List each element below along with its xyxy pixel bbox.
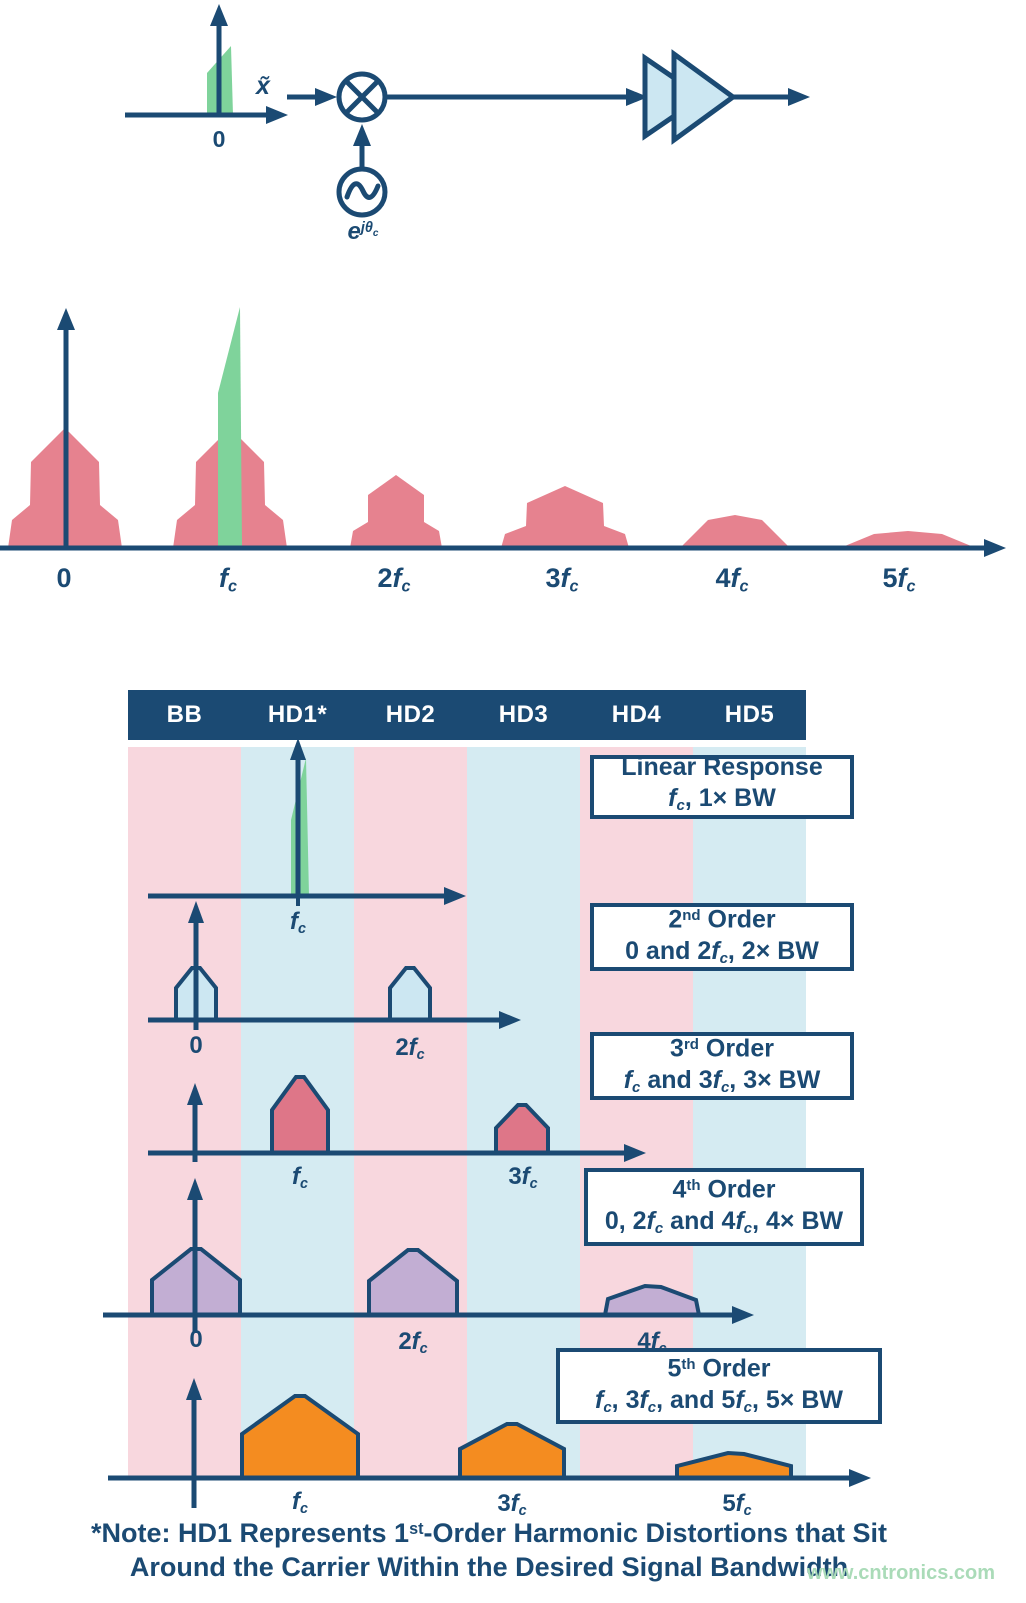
row4-tick-2fc: 2fc — [398, 1328, 428, 1358]
column-header-hd5: HD5 — [724, 701, 775, 728]
footnote: *Note: HD1 Represents 1st-Order Harmonic… — [0, 1512, 978, 1584]
output-arrowhead — [788, 88, 810, 106]
baseband-y-arrowhead — [210, 4, 228, 26]
row4-y-arrowhead — [187, 1178, 203, 1200]
row5-hump-3fc — [458, 1422, 566, 1480]
input-signal-label: x̃ — [256, 72, 270, 100]
row3-hump-fc — [270, 1075, 330, 1155]
footnote-line2: Around the Carrier Within the Desired Si… — [129, 1552, 849, 1583]
callout-2nd-line1: 2nd Order — [668, 905, 776, 934]
row3-x-arrowhead — [624, 1144, 646, 1162]
row3-tick-fc: fc — [291, 1163, 309, 1193]
amplifier-icon-front — [671, 49, 738, 145]
row5-tick-3fc: 3fc — [497, 1490, 527, 1520]
row2-y-arrowhead — [188, 901, 204, 923]
callout-4th-line2: 0, 2fc and 4fc, 4× BW — [604, 1206, 844, 1237]
amp-in-arrowhead — [626, 88, 648, 106]
spectrum-x-arrowhead — [984, 539, 1006, 557]
callout-5th-line1: 5th Order — [667, 1354, 771, 1383]
callout-linear-response: Linear Response fc, 1× BW — [590, 753, 854, 819]
footnote-line1: *Note: HD1 Represents 1st-Order Harmonic… — [90, 1518, 888, 1549]
row5-hump-fc — [240, 1394, 360, 1480]
column-header-hd3: HD3 — [498, 701, 549, 728]
row3-tick-3fc: 3fc — [508, 1163, 538, 1193]
baseband-zero-label: 0 — [212, 126, 226, 152]
spectrum-hump-5fc — [840, 531, 976, 548]
watermark: www.cntronics.com — [806, 1562, 995, 1584]
callout-5th-line2: fc, 3fc, and 5fc, 5× BW — [595, 1385, 843, 1416]
row5-x-arrowhead — [849, 1469, 871, 1487]
spectrum-tick-0: 0 — [56, 563, 72, 593]
row1-y-arrowhead — [290, 738, 306, 760]
spectrum-hump-3fc — [501, 486, 629, 548]
output-spectrum — [0, 307, 1006, 557]
column-header-bb: BB — [166, 701, 203, 728]
callout-3rd-order: 3rd Order fc and 3fc, 3× BW — [590, 1032, 854, 1100]
callout-3rd-line1: 3rd Order — [670, 1034, 774, 1063]
block-diagram — [125, 4, 810, 218]
row3-y-arrowhead — [187, 1083, 203, 1105]
column-header-hd1: HD1* — [267, 701, 328, 728]
column-header-bar: BB HD1* HD2 HD3 HD4 HD5 — [128, 690, 806, 740]
row5-tick-5fc: 5fc — [722, 1490, 752, 1520]
oscillator-sine-icon — [344, 181, 381, 200]
callout-linear-line1: Linear Response — [621, 753, 823, 782]
spectrum-tick-2fc: 2fc — [377, 563, 411, 596]
spectrum-carrier-signal — [218, 307, 242, 548]
spectrum-hump-2fc — [350, 475, 442, 548]
callout-5th-order: 5th Order fc, 3fc, and 5fc, 5× BW — [556, 1348, 882, 1424]
row5-hump-5fc — [675, 1450, 793, 1480]
row4-hump-4fc — [602, 1283, 702, 1317]
stripe-hd2 — [354, 747, 467, 1478]
column-header-hd4: HD4 — [611, 701, 662, 728]
oscillator-label: ejθc — [347, 218, 379, 245]
row3-hump-3fc — [494, 1103, 550, 1155]
spectrum-tick-5fc: 5fc — [882, 563, 916, 596]
spectrum-tick-4fc: 4fc — [715, 563, 749, 596]
callout-4th-order: 4th Order 0, 2fc and 4fc, 4× BW — [584, 1168, 864, 1246]
spectrum-hump-4fc — [680, 515, 790, 548]
baseband-x-arrowhead — [266, 106, 288, 124]
row2-tick-2fc: 2fc — [395, 1034, 425, 1064]
row2-x-arrowhead — [499, 1011, 521, 1029]
callout-2nd-order: 2nd Order 0 and 2fc, 2× BW — [590, 903, 854, 971]
row5-y-arrowhead — [186, 1378, 202, 1400]
spectrum-y-arrowhead — [57, 308, 75, 330]
callout-2nd-line2: 0 and 2fc, 2× BW — [625, 936, 819, 967]
row5-tick-fc: fc — [291, 1488, 309, 1518]
row4-hump-2fc — [367, 1248, 459, 1317]
row2-hump-2fc — [388, 966, 432, 1022]
row4-tick-0: 0 — [189, 1326, 203, 1353]
callout-4th-line1: 4th Order — [672, 1175, 776, 1204]
spectrum-tick-fc: fc — [218, 563, 238, 596]
stripe-bb — [128, 747, 241, 1478]
row2-tick-0: 0 — [189, 1032, 203, 1059]
callout-3rd-line2: fc and 3fc, 3× BW — [623, 1065, 821, 1096]
spectrum-tick-3fc: 3fc — [545, 563, 579, 596]
input-arrowhead — [315, 88, 337, 106]
row1-tick-fc: fc — [289, 908, 307, 938]
column-header-hd2: HD2 — [385, 701, 436, 728]
mixer-cross-2 — [344, 79, 380, 115]
row4-x-arrowhead — [732, 1306, 754, 1324]
oscillator-arrowhead — [353, 124, 371, 146]
harmonic-rows — [103, 738, 871, 1508]
row1-x-arrowhead — [444, 887, 466, 905]
callout-linear-line2: fc, 1× BW — [668, 784, 776, 815]
